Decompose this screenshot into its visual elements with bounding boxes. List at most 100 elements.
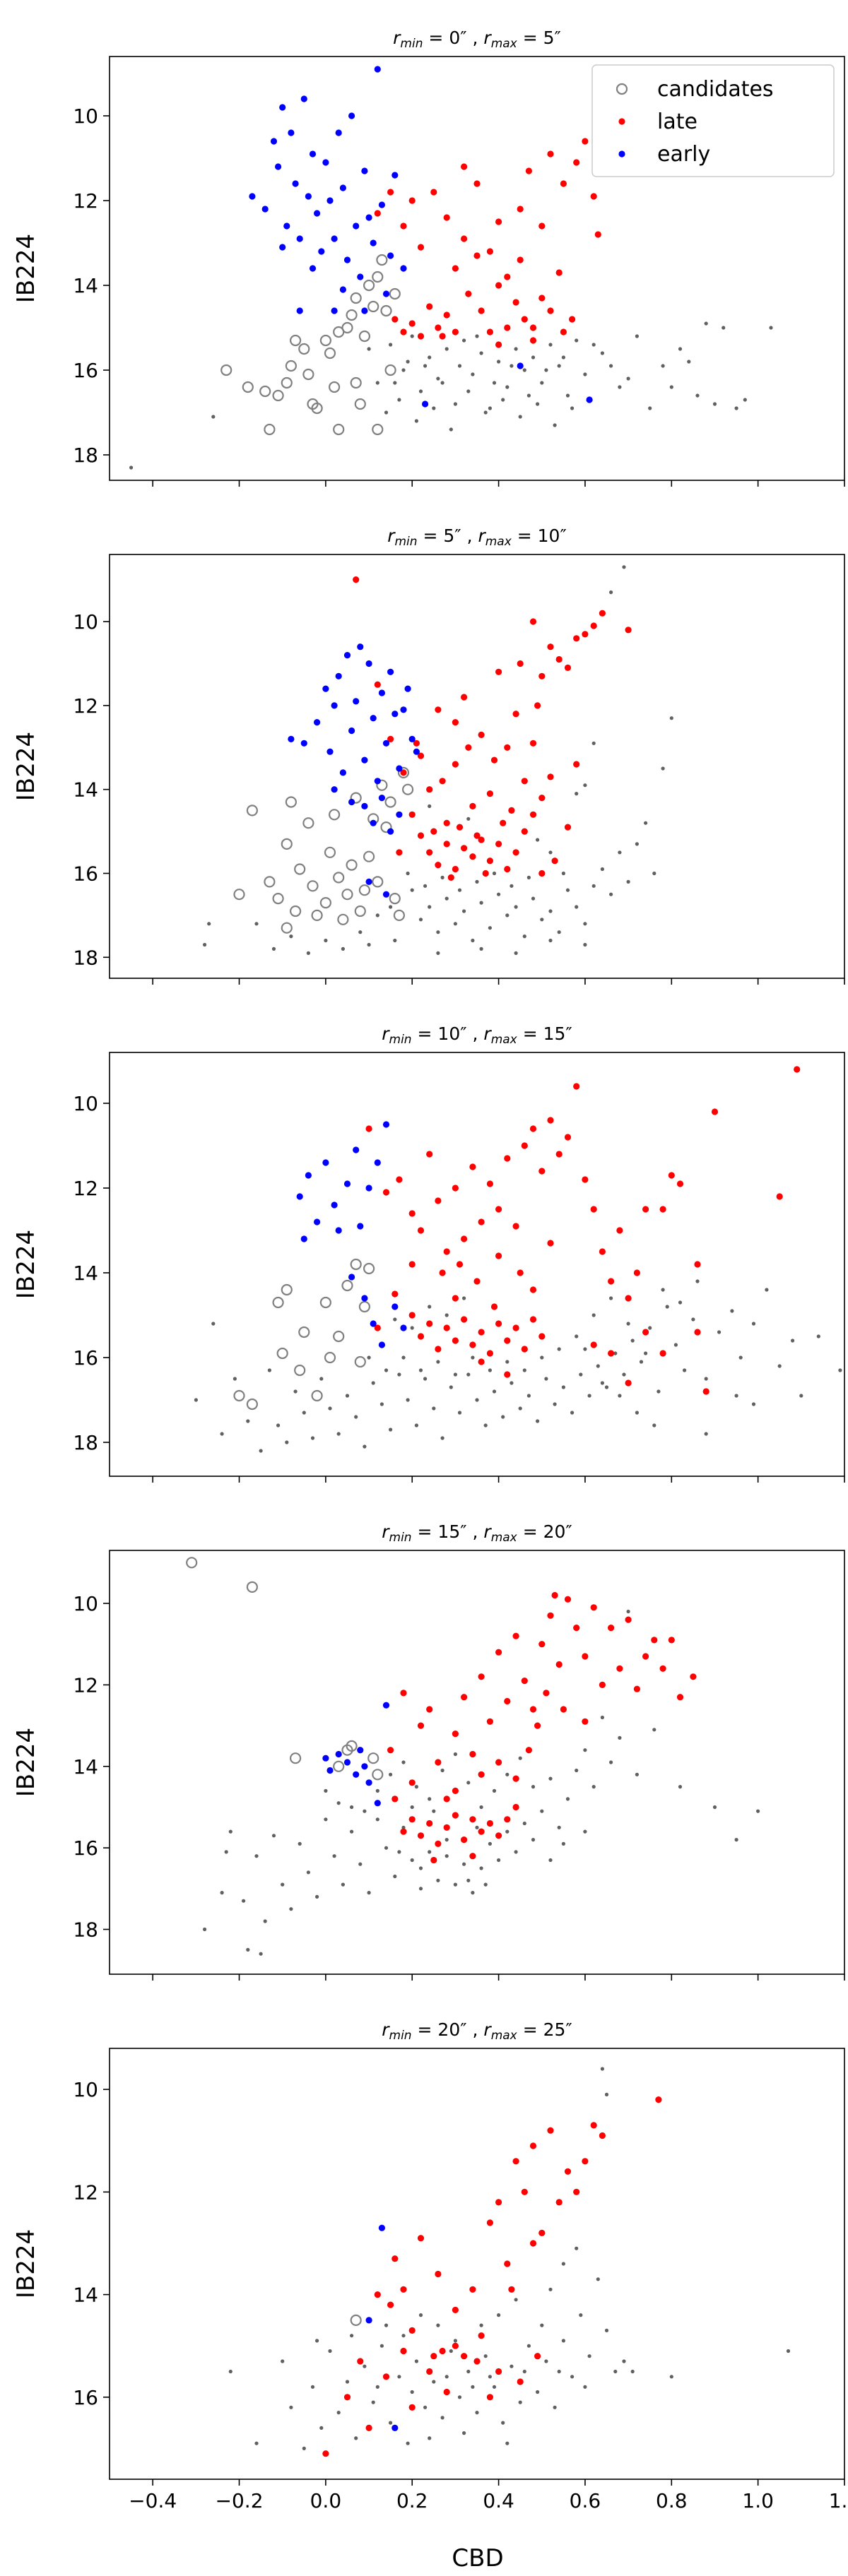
point-late <box>452 265 459 272</box>
point-field <box>389 2421 393 2425</box>
title-part: 25″ <box>543 2019 572 2040</box>
point-late <box>387 1747 394 1754</box>
point-late <box>512 849 519 856</box>
point-field <box>518 1406 522 1411</box>
point-field <box>548 2287 553 2291</box>
point-field <box>561 355 566 360</box>
point-field <box>224 1850 228 1854</box>
point-late <box>534 702 541 709</box>
point-early <box>391 711 399 718</box>
point-late <box>486 790 494 797</box>
point-field <box>302 2446 306 2450</box>
point-field <box>332 1854 336 1858</box>
title-part: = <box>423 28 449 48</box>
point-field <box>302 1411 306 1415</box>
title-part: = <box>517 1521 543 1542</box>
point-late <box>594 231 601 238</box>
point-late <box>495 841 502 848</box>
point-late <box>408 1779 416 1786</box>
point-late <box>430 828 437 835</box>
point-field <box>471 1355 475 1360</box>
point-field <box>505 1360 510 1364</box>
point-field <box>575 338 579 343</box>
point-late <box>525 1747 533 1754</box>
point-candidates <box>350 1258 362 1271</box>
legend-label-late: late <box>657 109 697 134</box>
point-late <box>439 778 446 785</box>
point-late <box>633 1269 641 1276</box>
point-field <box>384 1368 389 1372</box>
point-field <box>466 2369 471 2374</box>
point-field <box>363 2364 367 2368</box>
point-late <box>439 1269 446 1276</box>
point-field <box>207 922 211 926</box>
point-late <box>495 1832 502 1839</box>
point-field <box>267 1368 271 1372</box>
point-late <box>469 1853 476 1860</box>
point-field <box>397 398 401 402</box>
plot-frame <box>109 1550 845 1975</box>
point-field <box>363 1444 367 1449</box>
point-late <box>469 1341 476 1348</box>
point-late <box>504 1371 511 1378</box>
point-field <box>678 1785 683 1789</box>
point-early <box>322 685 329 692</box>
point-early <box>279 104 286 111</box>
point-early <box>391 1303 399 1310</box>
point-late <box>408 320 416 327</box>
point-candidates <box>186 1557 198 1569</box>
point-early <box>300 740 307 747</box>
point-candidates <box>281 1283 293 1296</box>
point-late <box>435 706 442 713</box>
point-late <box>504 865 511 873</box>
point-field <box>669 2375 673 2379</box>
point-early <box>343 256 351 263</box>
point-late <box>504 1816 511 1823</box>
point-field <box>367 1891 371 1895</box>
point-field <box>393 1317 397 1322</box>
point-field <box>548 1776 553 1781</box>
point-field <box>354 2436 358 2440</box>
point-field <box>428 1305 432 1309</box>
panel-title: rmin = 5″ , rmax = 10″ <box>387 526 567 549</box>
point-field <box>561 2339 566 2343</box>
y-tick-label: 16 <box>73 1346 98 1370</box>
point-field <box>579 1372 583 1377</box>
point-late <box>417 832 425 839</box>
point-field <box>328 2349 332 2354</box>
point-field <box>587 1394 591 1398</box>
title-part: r <box>393 28 401 48</box>
point-field <box>298 1841 302 1846</box>
point-late <box>456 824 464 831</box>
point-late <box>400 1690 407 1697</box>
point-early <box>339 769 346 776</box>
point-late <box>443 1796 450 1803</box>
point-late <box>512 1223 519 1230</box>
point-early <box>305 193 312 200</box>
point-late <box>694 1329 701 1336</box>
point-late <box>495 668 502 675</box>
y-tick-label: 12 <box>73 1177 98 1200</box>
point-field <box>428 1850 432 1854</box>
point-late <box>452 1731 459 1738</box>
point-field <box>591 343 596 347</box>
point-field <box>471 372 475 376</box>
point-field <box>397 1850 401 1854</box>
point-early <box>374 66 381 73</box>
point-early <box>370 239 377 247</box>
x-tick-label: 0.0 <box>310 2489 342 2512</box>
point-field <box>734 406 738 410</box>
point-early <box>331 1201 338 1209</box>
point-late <box>452 1185 459 1192</box>
point-late <box>417 1832 425 1839</box>
point-early <box>361 802 368 809</box>
point-early <box>314 719 321 726</box>
point-field <box>695 393 700 398</box>
point-field <box>466 1878 471 1882</box>
point-late <box>322 2450 329 2457</box>
point-late <box>512 711 519 718</box>
point-late <box>521 1346 528 1353</box>
